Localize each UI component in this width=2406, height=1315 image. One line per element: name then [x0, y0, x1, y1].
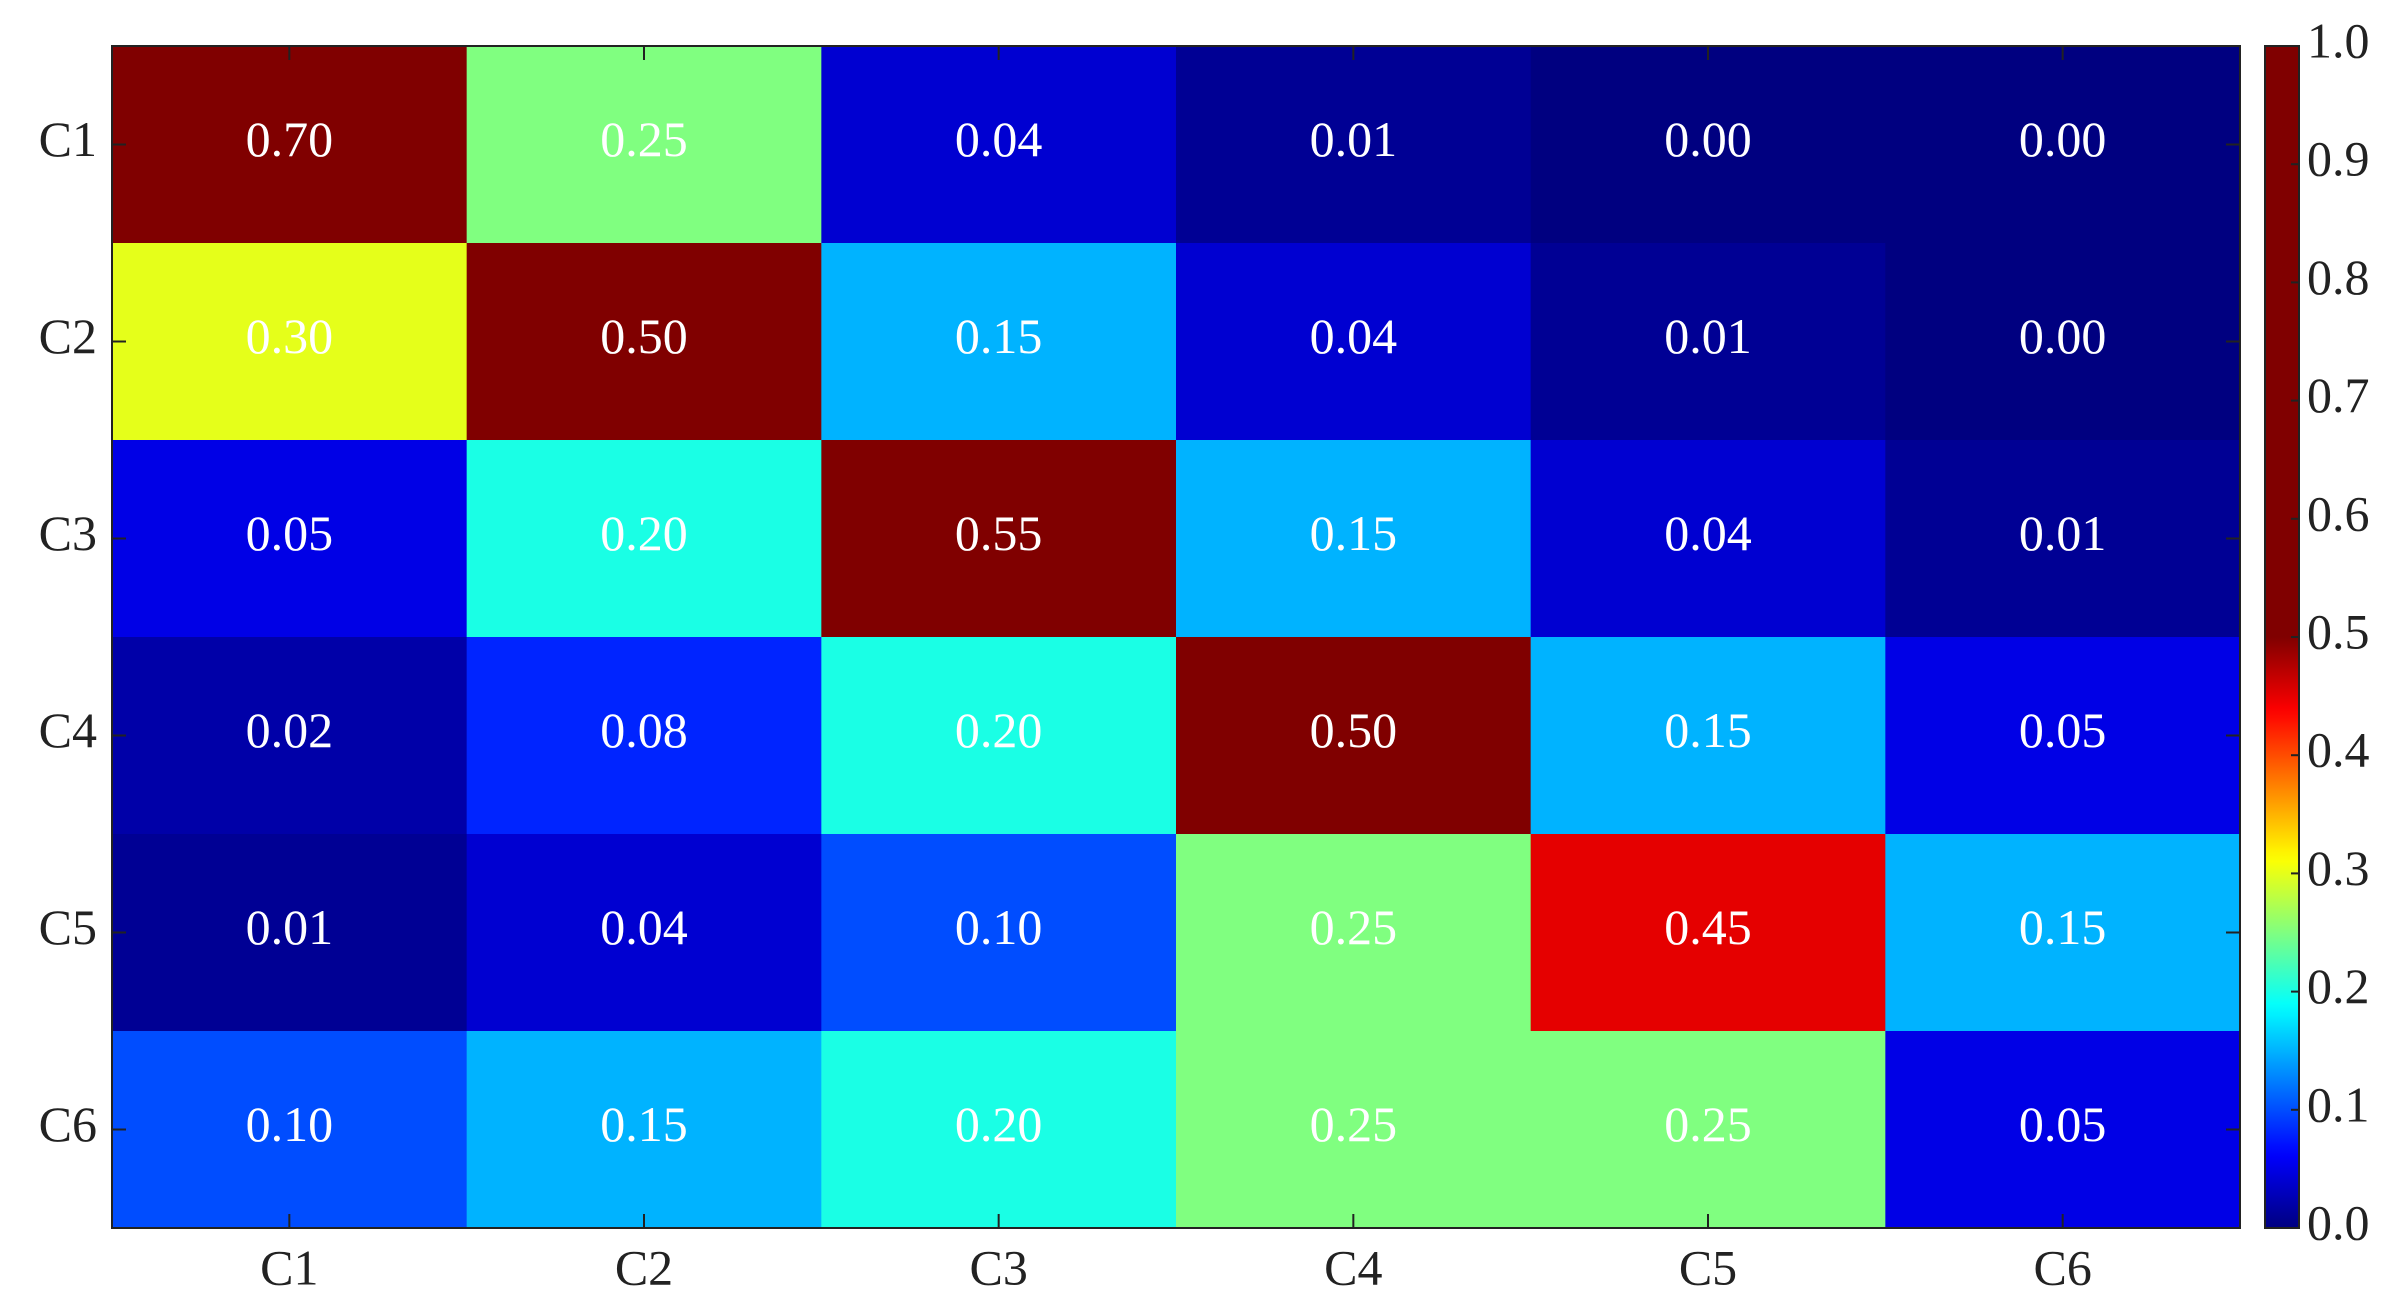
- colorbar-tick-label: 0.7: [2307, 367, 2370, 423]
- cell-label: 0.04: [600, 899, 688, 955]
- cell-label: 0.15: [600, 1096, 688, 1152]
- heatmap-cell: [1885, 440, 2241, 638]
- cell-label: 0.04: [955, 111, 1043, 167]
- cell-label: 0.15: [1664, 702, 1752, 758]
- cell-label: 0.05: [2019, 1096, 2107, 1152]
- heatmap-cell: [1176, 440, 1532, 638]
- heatmap-cell: [821, 834, 1177, 1032]
- y-tick-label: C5: [39, 899, 97, 955]
- cell-label: 0.01: [1310, 111, 1398, 167]
- cell-label: 0.02: [246, 702, 334, 758]
- cell-label: 0.00: [2019, 111, 2107, 167]
- heatmap-cell: [821, 243, 1177, 441]
- heatmap-cell: [1176, 834, 1532, 1032]
- colorbar-tick-label: 0.5: [2307, 603, 2370, 659]
- heatmap-cell: [1530, 834, 1886, 1032]
- heatmap-cell: [1885, 243, 2241, 441]
- heatmap-cell: [1530, 46, 1886, 244]
- heatmap-cell: [1885, 834, 2241, 1032]
- cell-label: 0.15: [955, 308, 1043, 364]
- cell-label: 0.05: [246, 505, 334, 561]
- heatmap-cell: [1530, 243, 1886, 441]
- cell-label: 0.10: [955, 899, 1043, 955]
- cell-label: 0.05: [2019, 702, 2107, 758]
- heatmap-cell: [1885, 637, 2241, 835]
- heatmap-cell: [466, 46, 822, 244]
- colorbar-tick-label: 0.6: [2307, 485, 2370, 541]
- cell-label: 0.15: [1310, 505, 1398, 561]
- cell-label: 0.01: [1664, 308, 1752, 364]
- heatmap-cell: [466, 243, 822, 441]
- cell-label: 0.55: [955, 505, 1043, 561]
- cell-label: 0.04: [1310, 308, 1398, 364]
- y-tick-label: C1: [39, 111, 97, 167]
- heatmap-cell: [1176, 243, 1532, 441]
- cell-label: 0.25: [1310, 1096, 1398, 1152]
- x-tick-label: C3: [969, 1239, 1027, 1295]
- cell-label: 0.08: [600, 702, 688, 758]
- cell-label: 0.20: [955, 1096, 1043, 1152]
- cell-label: 0.15: [2019, 899, 2107, 955]
- cell-label: 0.00: [2019, 308, 2107, 364]
- cell-label: 0.70: [246, 111, 334, 167]
- heatmap-cell: [821, 1031, 1177, 1229]
- cell-label: 0.00: [1664, 111, 1752, 167]
- heatmap-cell: [112, 243, 468, 441]
- heatmap-cell: [112, 834, 468, 1032]
- colorbar-tick-label: 1.0: [2307, 12, 2370, 68]
- heatmap-cell: [466, 440, 822, 638]
- y-tick-label: C4: [39, 702, 97, 758]
- cell-label: 0.50: [1310, 702, 1398, 758]
- cell-label: 0.01: [2019, 505, 2107, 561]
- heatmap-cell: [1885, 1031, 2241, 1229]
- colorbar-tick-label: 0.3: [2307, 840, 2370, 896]
- heatmap-cell: [1176, 637, 1532, 835]
- heatmap-cell: [466, 834, 822, 1032]
- cell-label: 0.04: [1664, 505, 1752, 561]
- cell-label: 0.45: [1664, 899, 1752, 955]
- heatmap-cell: [466, 1031, 822, 1229]
- cell-label: 0.01: [246, 899, 334, 955]
- cell-label: 0.20: [955, 702, 1043, 758]
- heatmap-cell: [1530, 440, 1886, 638]
- cell-label: 0.50: [600, 308, 688, 364]
- x-tick-label: C2: [615, 1239, 673, 1295]
- y-tick-label: C2: [39, 308, 97, 364]
- heatmap-cell: [821, 440, 1177, 638]
- heatmap-cell: [821, 46, 1177, 244]
- cell-label: 0.20: [600, 505, 688, 561]
- heatmap-cell: [1530, 1031, 1886, 1229]
- x-tick-label: C5: [1679, 1239, 1737, 1295]
- plot-frame: [111, 45, 2241, 1229]
- x-tick-label: C4: [1324, 1239, 1382, 1295]
- colorbar-tick-label: 0.4: [2307, 722, 2370, 778]
- heatmap-cell: [112, 637, 468, 835]
- cell-label: 0.10: [246, 1096, 334, 1152]
- heatmap-cell: [1176, 46, 1532, 244]
- x-tick-label: C1: [260, 1239, 318, 1295]
- y-tick-label: C6: [39, 1096, 97, 1152]
- cell-label: 0.25: [600, 111, 688, 167]
- heatmap-cell: [112, 1031, 468, 1229]
- heatmap-cell: [1885, 46, 2241, 244]
- colorbar-tick-label: 0.2: [2307, 958, 2370, 1014]
- cell-label: 0.25: [1310, 899, 1398, 955]
- colorbar-tick-label: 0.9: [2307, 131, 2370, 187]
- colorbar-tick-label: 0.1: [2307, 1076, 2370, 1132]
- heatmap-cell: [1530, 637, 1886, 835]
- heatmap-cell: [821, 637, 1177, 835]
- heatmap-cell: [466, 637, 822, 835]
- colorbar-tick-label: 0.8: [2307, 249, 2370, 305]
- cell-label: 0.30: [246, 308, 334, 364]
- heatmap-cell: [112, 46, 468, 244]
- heatmap-cell: [1176, 1031, 1532, 1229]
- cell-label: 0.25: [1664, 1096, 1752, 1152]
- heatmap-cell: [112, 440, 468, 638]
- x-tick-label: C6: [2033, 1239, 2091, 1295]
- colorbar-tick-label: 0.0: [2307, 1194, 2370, 1250]
- y-tick-label: C3: [39, 505, 97, 561]
